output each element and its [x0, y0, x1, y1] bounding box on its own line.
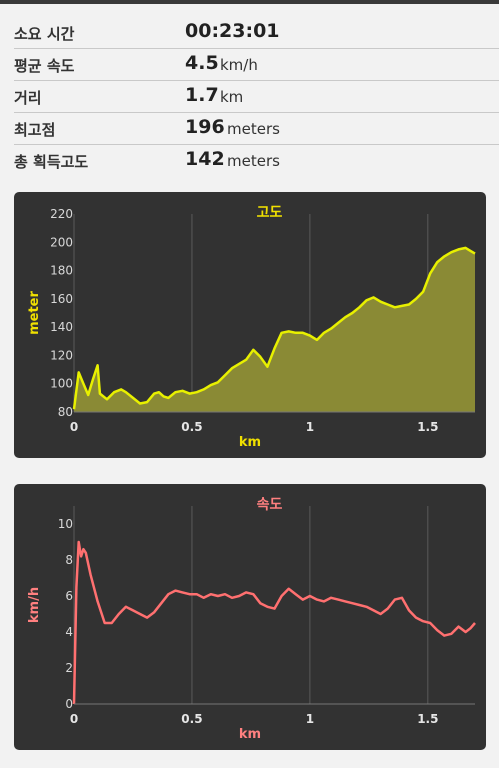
stat-unit: meters	[227, 120, 280, 138]
stat-value: 4.5	[185, 52, 219, 74]
y-tick-label: 10	[58, 517, 73, 531]
stat-row-distance: 거리 1.7 km	[14, 81, 499, 113]
x-tick-label: 0.5	[181, 712, 202, 726]
altitude-chart: 0 0.5 1 1.5 80 100 120 140 160 180 200 220 고도 km meter	[27, 205, 476, 450]
y-tick-label: 4	[65, 625, 73, 639]
x-tick-label: 1.5	[417, 420, 438, 434]
y-tick-label: 6	[65, 589, 73, 603]
stat-label: 최고점	[14, 121, 56, 139]
stat-value: 00:23:01	[185, 20, 280, 42]
y-tick-label: 100	[50, 377, 73, 391]
y-axis-label: km/h	[27, 587, 42, 623]
x-axis-label: km	[239, 435, 261, 450]
stat-label: 총 획득고도	[14, 153, 89, 171]
stat-value: 1.7	[185, 84, 219, 106]
y-tick-label: 120	[50, 348, 73, 362]
top-status-bar	[0, 0, 499, 4]
stat-row-max-altitude: 최고점 196 meters	[14, 113, 499, 145]
altitude-chart-card: 0 0.5 1 1.5 80 100 120 140 160 180 200 220 고도 km meter	[14, 192, 486, 458]
stat-label: 평균 속도	[14, 57, 75, 75]
speed-line	[72, 540, 476, 705]
chart-title: 고도	[257, 205, 283, 221]
speed-chart: 0 0.5 1 1.5 0 2 4 6 8 10 속도 km km/h	[27, 497, 476, 742]
speed-chart-card: 0 0.5 1 1.5 0 2 4 6 8 10 속도 km km/h	[14, 484, 486, 750]
stat-label: 소요 시간	[14, 25, 75, 43]
chart-title: 속도	[257, 497, 283, 513]
y-tick-label: 220	[50, 207, 73, 221]
stat-row-duration: 소요 시간 00:23:01	[14, 17, 499, 49]
x-tick-label: 0	[70, 420, 78, 434]
x-axis-label: km	[239, 727, 261, 742]
y-tick-label: 160	[50, 292, 73, 306]
x-tick-label: 0.5	[181, 420, 202, 434]
y-tick-label: 0	[65, 697, 73, 711]
stat-label: 거리	[14, 89, 42, 107]
altitude-area	[74, 247, 475, 412]
y-tick-label: 80	[58, 405, 73, 419]
altitude-line	[72, 246, 476, 410]
x-tick-label: 1	[306, 420, 314, 434]
y-tick-label: 2	[65, 661, 73, 675]
stat-unit: km	[220, 88, 244, 106]
stat-row-avg-speed: 평균 속도 4.5 km/h	[14, 49, 499, 81]
y-axis-label: meter	[27, 291, 42, 335]
y-tick-label: 180	[50, 264, 73, 278]
stats-table: 소요 시간 00:23:01 평균 속도 4.5 km/h 거리 1.7 km …	[0, 17, 499, 177]
x-tick-label: 1.5	[417, 712, 438, 726]
stat-unit: meters	[227, 152, 280, 170]
stat-value: 196	[185, 116, 225, 138]
y-tick-label: 200	[50, 235, 73, 249]
y-tick-label: 8	[65, 553, 73, 567]
stat-row-elevation-gain: 총 획득고도 142 meters	[14, 145, 499, 177]
x-tick-label: 0	[70, 712, 78, 726]
x-tick-label: 1	[306, 712, 314, 726]
stat-value: 142	[185, 148, 225, 170]
y-tick-label: 140	[50, 320, 73, 334]
stat-unit: km/h	[220, 56, 258, 74]
